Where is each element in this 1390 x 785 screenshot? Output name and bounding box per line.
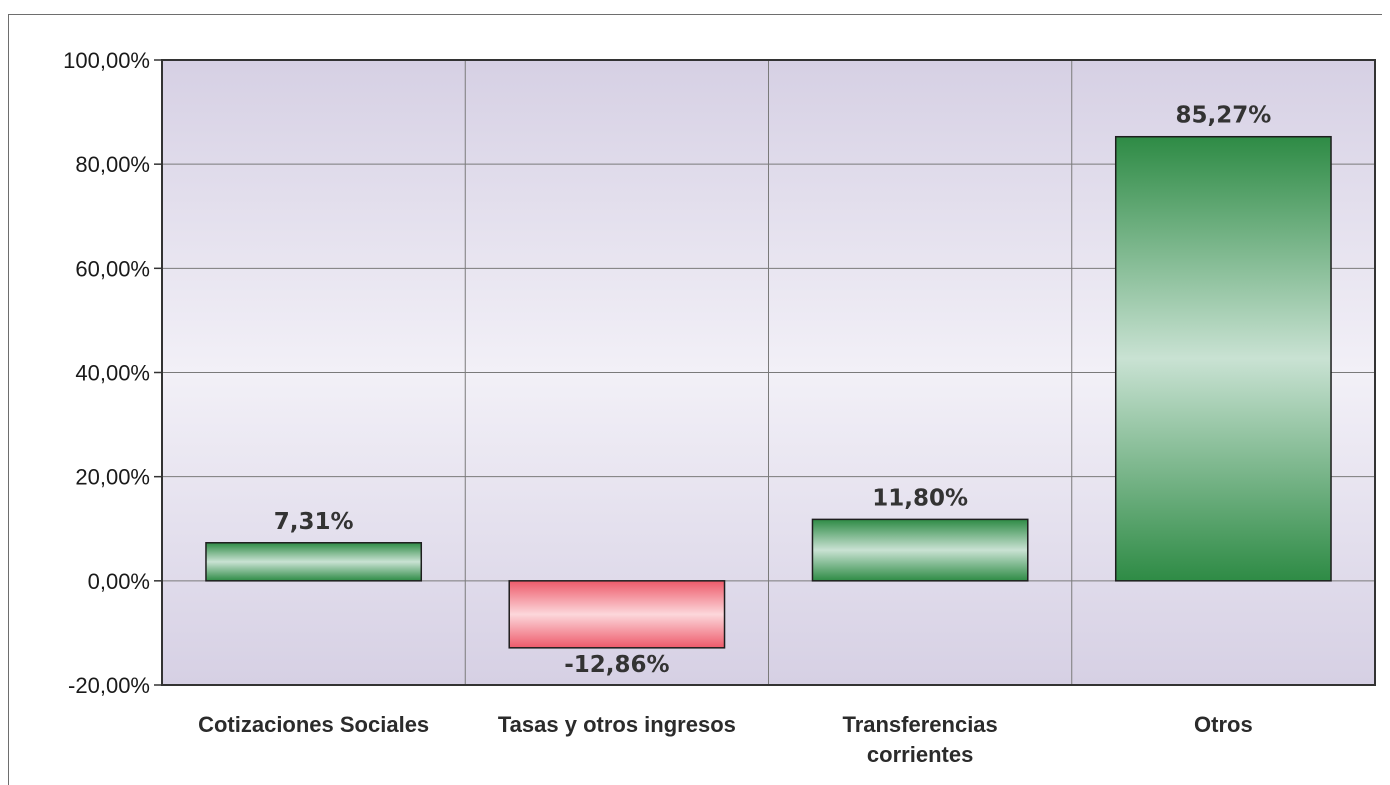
y-tick-label: 80,00% <box>75 152 150 177</box>
category-label: corrientes <box>867 742 973 767</box>
data-label: -12,86% <box>564 652 669 678</box>
category-label: Cotizaciones Sociales <box>198 712 429 737</box>
category-labels: Cotizaciones Sociales Tasas y otros ingre… <box>198 712 1253 767</box>
y-tick-label: 100,00% <box>63 48 150 73</box>
bar <box>508 580 726 649</box>
y-tick-label: 20,00% <box>75 465 150 490</box>
y-axis-ticks: 100,00% 80,00% 60,00% 40,00% 20,00% 0,00% -20,… <box>63 48 162 698</box>
data-label: 11,80% <box>872 485 968 511</box>
category-label: Transferencias <box>842 712 997 737</box>
data-label: 7,31% <box>274 509 354 535</box>
category-label: Otros <box>1194 712 1253 737</box>
bar <box>811 518 1029 582</box>
bar <box>205 542 423 582</box>
bar <box>1114 135 1332 582</box>
category-label: Tasas y otros ingresos <box>498 712 736 737</box>
y-tick-label: 40,00% <box>75 361 150 386</box>
data-label: 85,27% <box>1175 103 1271 129</box>
y-tick-label: 60,00% <box>75 256 150 281</box>
y-tick-label: -20,00% <box>68 673 150 698</box>
y-tick-label: 0,00% <box>88 569 150 594</box>
chart-frame <box>8 14 1382 785</box>
data-labels: 7,31% -12,86% 11,80% 85,27% <box>274 103 1272 678</box>
bars <box>205 135 1332 649</box>
